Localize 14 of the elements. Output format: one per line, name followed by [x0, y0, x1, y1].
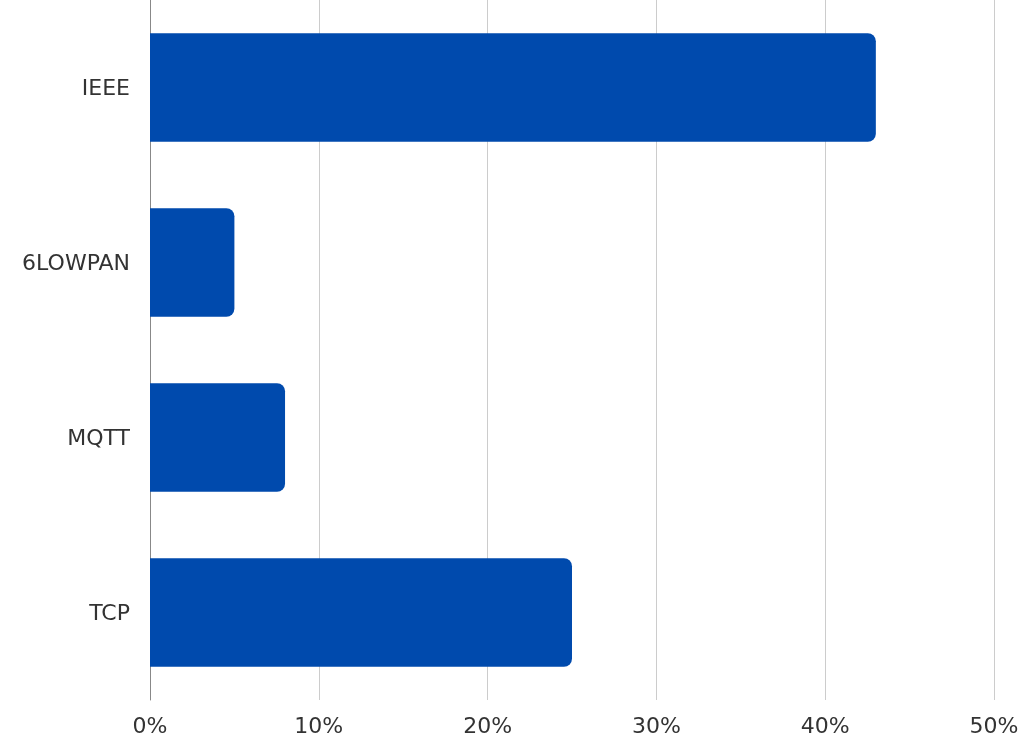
x-tick-label: 20%: [463, 712, 513, 738]
x-tick-label: 10%: [294, 712, 344, 738]
bar: [150, 558, 572, 667]
x-tick-label: 50%: [969, 712, 1019, 738]
x-tick-label: 30%: [631, 712, 681, 738]
x-tick-label: 0%: [132, 712, 168, 738]
x-tick-label: 40%: [800, 712, 850, 738]
y-tick-label: 6LOWPAN: [22, 250, 130, 275]
y-tick-label: MQTT: [67, 425, 131, 450]
y-tick-label: IEEE: [81, 75, 130, 100]
bar: [150, 383, 286, 492]
y-tick-label: TCP: [88, 600, 130, 625]
bar: [150, 33, 876, 142]
bar: [150, 208, 235, 317]
